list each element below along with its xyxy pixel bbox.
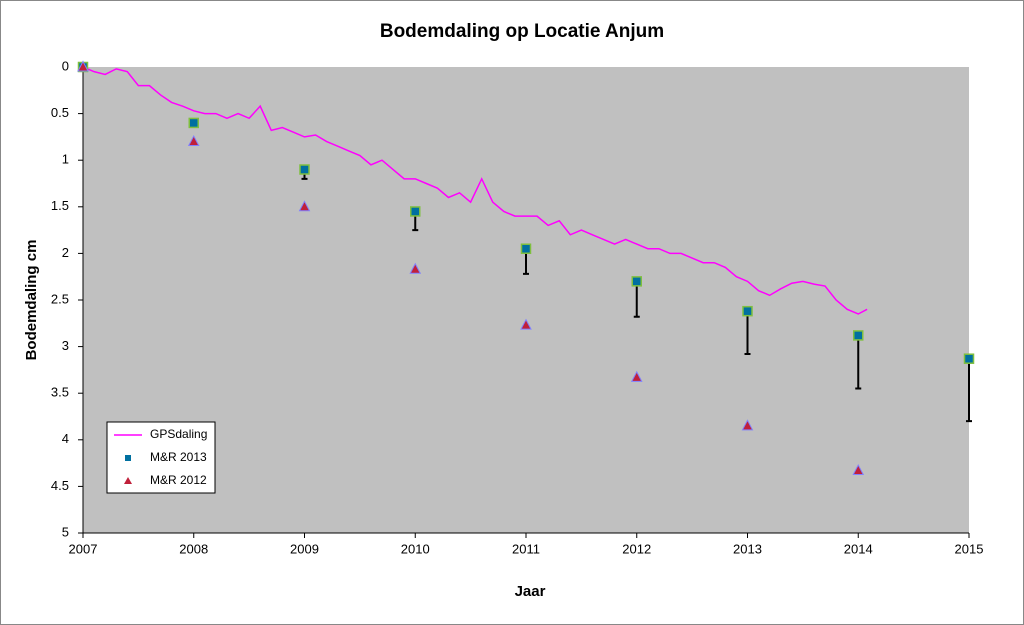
y-tick-label: 2 [62, 245, 69, 260]
legend-label: M&R 2013 [150, 450, 207, 464]
triangle-marker [520, 318, 532, 330]
y-tick-label: 2.5 [51, 291, 69, 306]
chart-title: Bodemdaling op Locatie Anjum [380, 21, 664, 42]
square-marker [963, 353, 975, 364]
legend-marker [124, 477, 132, 484]
triangle-marker [630, 370, 643, 382]
y-tick-label: 1 [62, 152, 69, 167]
square-marker [410, 206, 421, 217]
x-tick-label: 2012 [622, 541, 651, 556]
legend: GPSdaling M&R 2013 M&R 2012 [106, 421, 216, 494]
triangle-marker [187, 134, 200, 147]
y-tick-label: 4.5 [51, 478, 69, 493]
gps-line [82, 66, 868, 315]
legend-label: GPSdaling [150, 427, 207, 441]
error-bar [966, 358, 972, 423]
error-bar [855, 335, 862, 390]
legend-label: M&R 2012 [150, 473, 207, 487]
x-tick-label: 2011 [512, 541, 540, 556]
triangle-marker [409, 262, 422, 274]
y-tick-label: 0 [62, 58, 69, 73]
y-tick-label: 0.5 [51, 105, 69, 120]
triangle-marker [741, 419, 754, 431]
square-marker [188, 117, 199, 129]
y-tick-label: 1.5 [51, 198, 69, 213]
square-marker [853, 330, 864, 341]
square-marker [520, 243, 532, 254]
y-tick-label: 4 [62, 431, 69, 446]
plot-area [83, 67, 969, 533]
x-tick-label: 2014 [844, 541, 873, 556]
x-axis-title: Jaar [515, 583, 546, 600]
triangle-marker [298, 200, 311, 212]
x-tick-label: 2007 [69, 541, 98, 556]
error-bar [744, 311, 751, 356]
x-tick-label: 2013 [733, 541, 762, 556]
y-tick-label: 3 [62, 338, 69, 353]
x-tick-label: 2010 [401, 541, 430, 556]
x-tick-label: 2009 [290, 541, 319, 556]
triangle-marker [852, 463, 865, 476]
y-tick-label: 5 [62, 524, 69, 539]
legend-marker [125, 455, 131, 461]
x-tick-label: 2008 [179, 541, 208, 556]
x-tick-label: 2015 [955, 541, 984, 556]
square-marker [742, 305, 753, 317]
y-tick-label: 3.5 [51, 385, 69, 400]
square-marker [299, 164, 310, 175]
error-bar [633, 281, 640, 318]
square-marker [631, 276, 642, 287]
triangle-marker [77, 60, 89, 72]
y-axis-title: Bodemdaling cm [23, 240, 40, 361]
